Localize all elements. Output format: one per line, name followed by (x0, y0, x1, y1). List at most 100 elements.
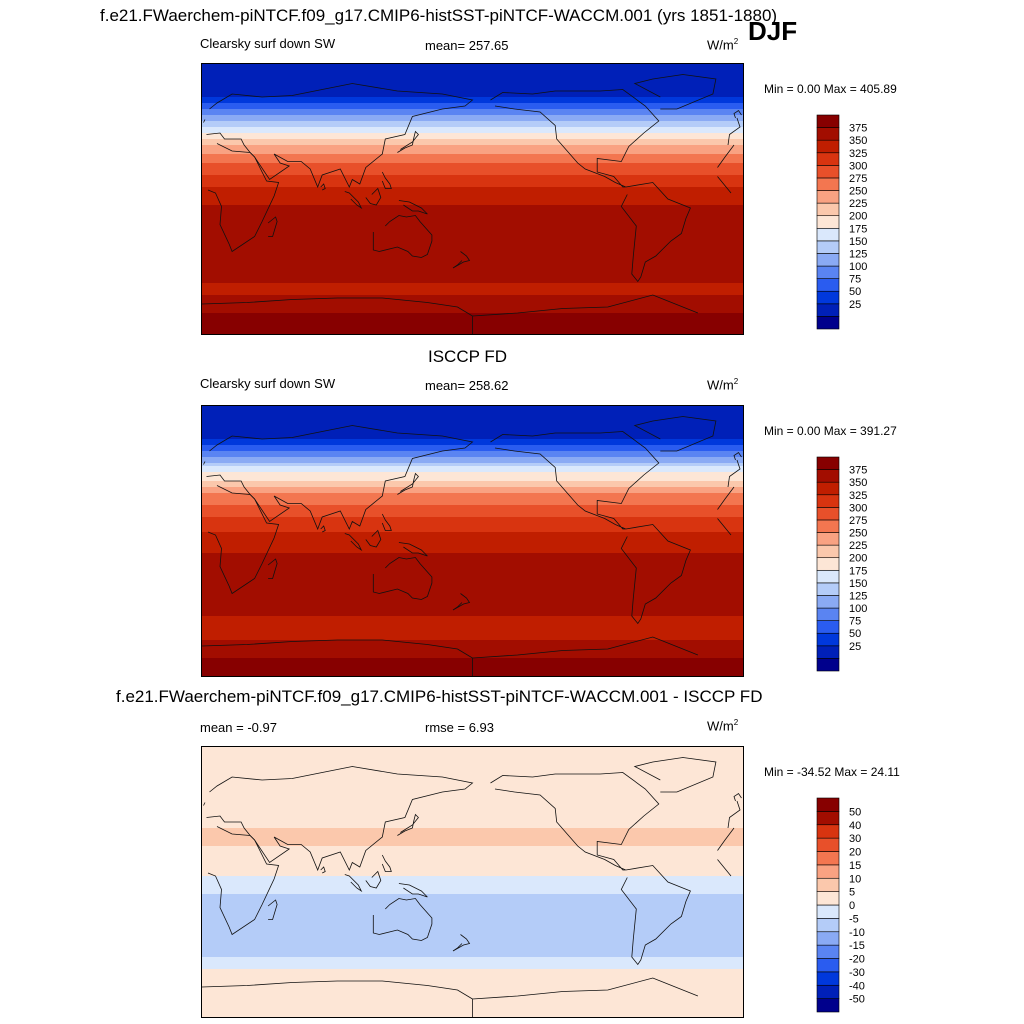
zonal-band (202, 547, 743, 551)
zonal-band (202, 789, 743, 793)
colorbar-box (816, 904, 840, 919)
colorbar-box (816, 645, 840, 659)
zonal-band (202, 834, 743, 838)
zonal-band (202, 526, 743, 530)
colorbar-box (816, 944, 840, 959)
zonal-band (202, 586, 743, 590)
zonal-band (202, 124, 743, 128)
zonal-band (202, 592, 743, 596)
zonal-band (202, 640, 743, 644)
coastline-new-zealand (452, 593, 471, 611)
panel1-field-label: Clearsky surf down SW (200, 36, 336, 51)
zonal-band (202, 493, 743, 497)
zonal-band (202, 76, 743, 80)
zonal-band (202, 765, 743, 769)
zonal-band (202, 933, 743, 937)
zonal-band (202, 178, 743, 182)
zonal-band (202, 121, 743, 125)
zonal-band (202, 475, 743, 479)
season-label: DJF (748, 16, 798, 46)
zonal-band (202, 828, 743, 832)
zonal-band (202, 538, 743, 542)
coastline-antarctica (202, 294, 699, 334)
zonal-band (202, 948, 743, 952)
zonal-band (202, 70, 743, 74)
zonal-band (202, 837, 743, 841)
zonal-band (202, 82, 743, 86)
zonal-band (202, 556, 743, 560)
coastline-uk (203, 792, 742, 806)
panel3-map-svg (202, 747, 743, 1017)
coastline-north-america (490, 772, 660, 871)
figure-title: f.e21.FWaerchem-piNTCF.f09_g17.CMIP6-his… (100, 6, 778, 25)
zonal-band (202, 637, 743, 641)
zonal-band (202, 454, 743, 458)
colorbar-box (816, 891, 840, 906)
colorbar-box (816, 877, 840, 892)
colorbar-tick-label: 350 (849, 135, 867, 147)
zonal-band (202, 631, 743, 635)
colorbar-box (816, 114, 840, 128)
zonal-band (202, 652, 743, 656)
zonal-band (202, 915, 743, 919)
zonal-band (202, 655, 743, 659)
colorbar-box (816, 290, 840, 305)
panel3-units: W/m2 (707, 718, 739, 734)
zonal-band (202, 607, 743, 611)
zonal-band (202, 972, 743, 976)
colorbar-box (816, 127, 840, 141)
colorbar-box (816, 494, 840, 508)
colorbar-box (816, 139, 840, 154)
colorbar-box (816, 595, 840, 609)
zonal-band (202, 936, 743, 940)
zonal-band (202, 496, 743, 500)
zonal-band (202, 598, 743, 602)
colorbar-tick-label: 20 (849, 847, 861, 859)
zonal-band (202, 969, 743, 973)
coastline-north-america (490, 431, 660, 530)
coastline-philippines (381, 513, 392, 531)
colorbar-box (816, 253, 840, 267)
zonal-band (202, 436, 743, 440)
zonal-band (202, 139, 743, 143)
zonal-band (202, 571, 743, 575)
colorbar-tick-label: -20 (849, 954, 865, 966)
zonal-band (202, 750, 743, 754)
coastline-madagascar (267, 216, 278, 237)
zonal-band (202, 978, 743, 982)
zonal-band (202, 774, 743, 778)
zonal-band (202, 283, 743, 287)
colorbar-tick-label: 0 (849, 900, 855, 912)
zonal-band (202, 226, 743, 230)
zonal-band (202, 469, 743, 473)
zonal-band (202, 427, 743, 431)
zonal-band (202, 873, 743, 877)
panel3-title: f.e21.FWaerchem-piNTCF.f09_g17.CMIP6-his… (116, 687, 763, 706)
coastline-new-guinea (398, 200, 428, 215)
colorbar-tick-label: 375 (849, 465, 867, 477)
zonal-band (202, 601, 743, 605)
colorbar-box (816, 851, 840, 866)
coastline-japan (397, 472, 419, 495)
colorbar-box (816, 165, 840, 179)
zonal-band (202, 870, 743, 874)
zonal-band (202, 867, 743, 871)
colorbar-box (816, 544, 840, 559)
panel2-units: W/m2 (707, 377, 739, 393)
zonal-band (202, 966, 743, 970)
zonal-band (202, 451, 743, 455)
zonal-band (202, 951, 743, 955)
colorbar-tick-label: 200 (849, 211, 867, 223)
colorbar-tick-label: 100 (849, 603, 867, 615)
zonal-band (202, 253, 743, 257)
coastline-sumatra (344, 191, 363, 210)
panel2-mean-label: mean= 258.62 (425, 378, 509, 393)
coastline-south-america (620, 182, 691, 283)
zonal-band (202, 831, 743, 835)
zonal-band (202, 882, 743, 886)
coastline-eurasia (206, 425, 741, 531)
zonal-band (202, 247, 743, 251)
colorbar-box (816, 303, 840, 317)
zonal-band (202, 157, 743, 161)
panel1-colorbar: 25 50 75 100 125 150 175 200 225 250 275 300 325 350 3… (816, 114, 896, 330)
